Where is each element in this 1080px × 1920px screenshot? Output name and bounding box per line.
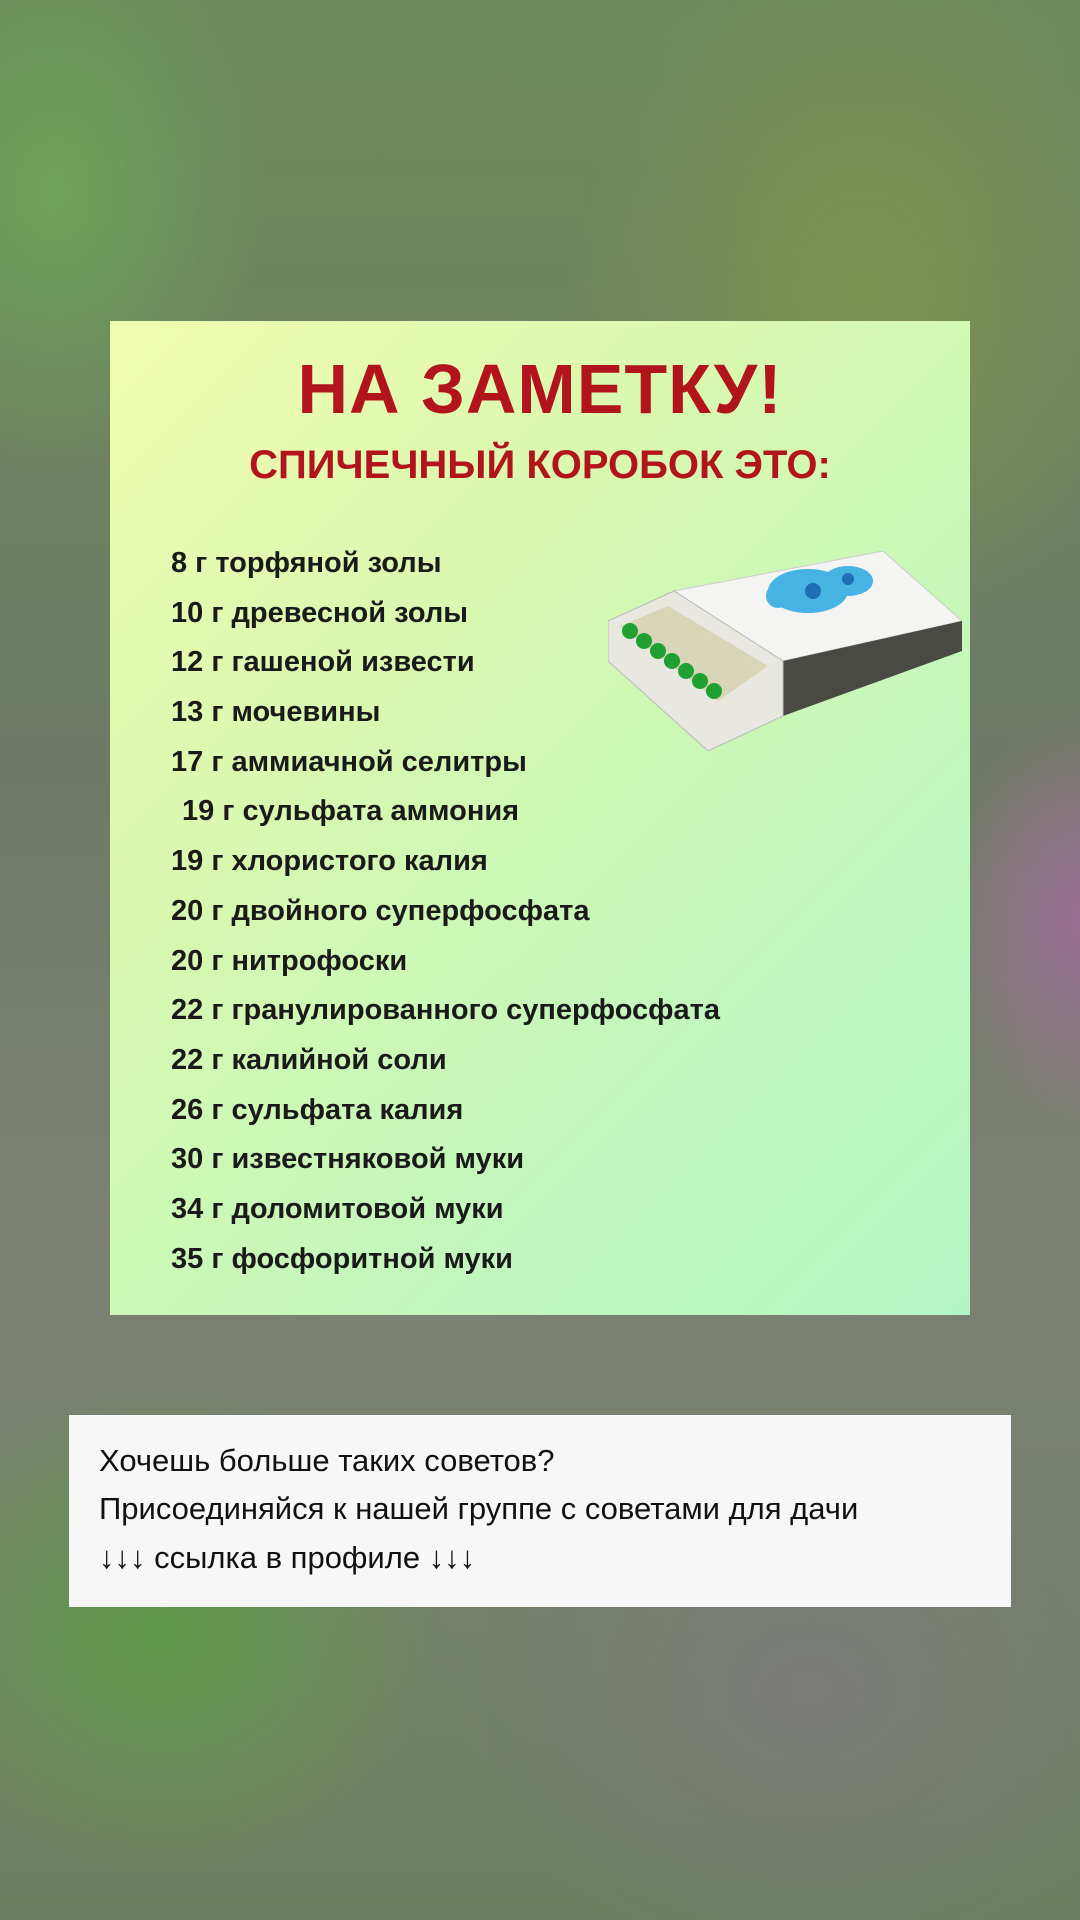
list-item: 22 г калийной соли <box>171 1043 447 1076</box>
list-item: 35 г фосфоритной муки <box>171 1242 514 1275</box>
list-item: 17 г аммиачной селитры <box>171 745 527 778</box>
list-item: 20 г двойного суперфосфата <box>171 894 590 927</box>
list-item: 8 г торфяной золы <box>171 547 442 579</box>
matchbox-image <box>608 551 962 751</box>
caption-line-2: Присоединяйся к нашей группе с советами … <box>99 1491 859 1526</box>
caption-line-3: ↓↓↓ ссылка в профиле ↓↓↓ <box>99 1540 476 1575</box>
list-item: 10 г древесной золы <box>171 596 469 629</box>
caption-box: Хочешь больше таких советов? Присоединяй… <box>69 1415 1011 1607</box>
info-card: НА ЗАМЕТКУ! СПИЧЕЧНЫЙ КОРОБОК ЭТО: 8 г т… <box>110 321 970 1315</box>
fertilizer-list: 8 г торфяной золы 10 г древесной золы 12… <box>171 539 720 1284</box>
list-item: 34 г доломитовой муки <box>171 1192 504 1225</box>
list-item: 20 г нитрофоски <box>171 944 408 977</box>
card-subtitle: СПИЧЕЧНЫЙ КОРОБОК ЭТО: <box>249 443 831 487</box>
list-item: 19 г сульфата аммония <box>182 795 520 828</box>
caption-line-1: Хочешь больше таких советов? <box>99 1443 555 1478</box>
list-item: 19 г хлористого калия <box>171 845 488 878</box>
list-item: 13 г мочевины <box>171 696 381 729</box>
list-item: 30 г известняковой муки <box>171 1143 525 1176</box>
card-title: НА ЗАМЕТКУ! <box>297 350 783 428</box>
list-item: 12 г гашеной извести <box>171 646 475 679</box>
list-item: 26 г сульфата калия <box>171 1093 464 1126</box>
list-item: 22 г гранулированного суперфосфата <box>171 994 721 1027</box>
